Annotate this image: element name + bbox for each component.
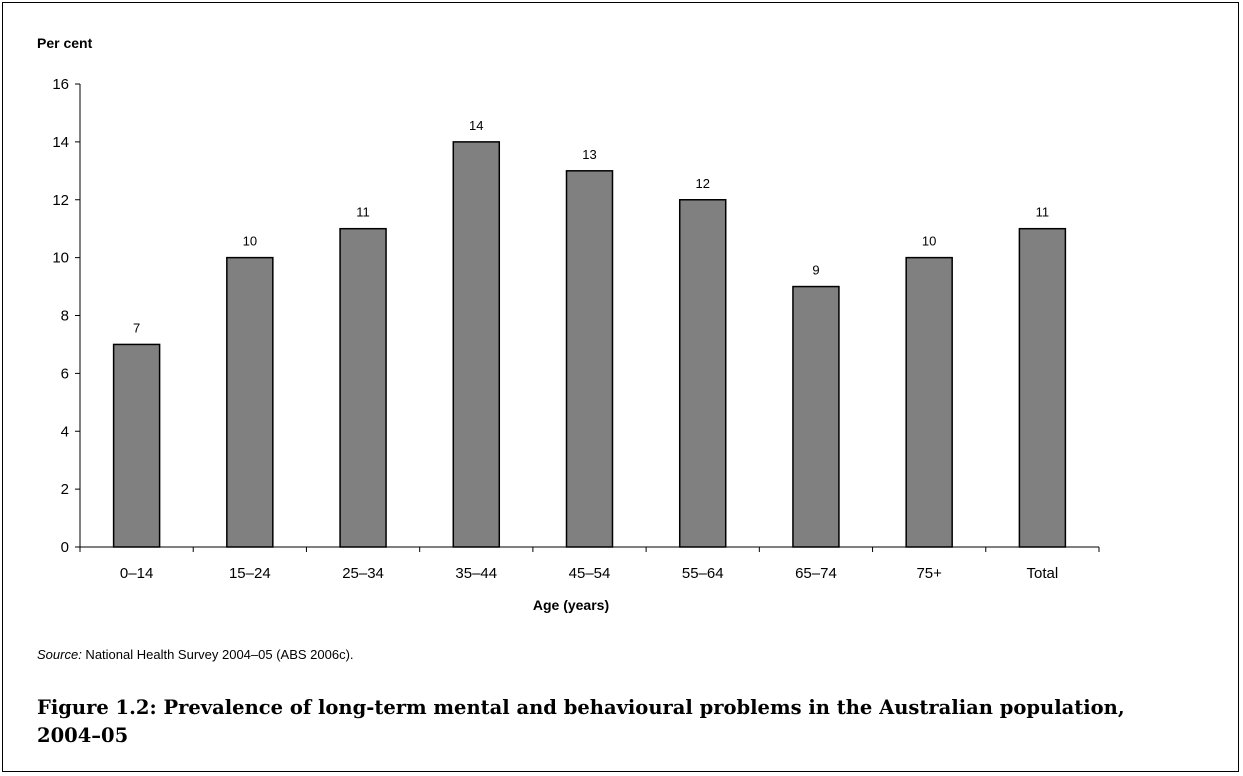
- x-tick-label: 75+: [916, 565, 942, 582]
- x-tick-label: 25–34: [342, 565, 384, 582]
- bar: [1018, 227, 1067, 548]
- bar: [112, 343, 161, 548]
- y-tick-label: 12: [52, 192, 69, 209]
- bar: [226, 256, 274, 548]
- data-label: 14: [469, 118, 483, 133]
- x-tick-label: 45–54: [569, 565, 611, 582]
- data-label: 7: [133, 320, 140, 335]
- x-tick-label: 0–14: [120, 565, 153, 582]
- source-label: Source:: [37, 647, 82, 662]
- bar: [678, 199, 727, 548]
- x-tick-label: Total: [1027, 565, 1059, 582]
- x-tick-label: 65–74: [795, 565, 837, 582]
- data-label: 10: [922, 234, 936, 249]
- y-tick-label: 2: [61, 481, 69, 498]
- y-tick-label: 8: [61, 308, 69, 325]
- chart-axes: 0 2 4 6 8 10 12 14 16 0–14 15–24 25–34 35–44 45–54 55–…: [52, 76, 1100, 582]
- data-label: 9: [812, 263, 819, 278]
- x-tick-label: 55–64: [682, 565, 724, 582]
- bar: [339, 227, 387, 548]
- chart-data-labels: 7 10 11 14 13 12 9 10 11: [133, 118, 1049, 336]
- data-label: 11: [356, 205, 370, 220]
- data-label: 11: [1036, 205, 1050, 220]
- bar-chart: Per cent 0 2 4 6 8 10 12 14 16 0–14 15–24 25–34 35–4…: [37, 35, 1100, 613]
- x-axis-label: Age (years): [533, 597, 609, 613]
- y-tick-label: 4: [61, 423, 69, 440]
- source-text: National Health Survey 2004–05 (ABS 2006…: [81, 647, 354, 662]
- y-tick-label: 16: [52, 76, 69, 93]
- bar: [565, 170, 614, 548]
- source-note: Source: National Health Survey 2004–05 (…: [37, 647, 354, 662]
- x-tick-label: 35–44: [455, 565, 497, 582]
- chart-bars: [112, 141, 1067, 548]
- y-tick-label: 14: [52, 134, 69, 151]
- x-tick-label: 15–24: [229, 565, 271, 582]
- data-label: 10: [243, 234, 257, 249]
- y-tick-label: 0: [61, 539, 69, 556]
- figure-caption: Figure 1.2: Prevalence of long-term ment…: [37, 696, 1125, 747]
- data-label: 12: [695, 176, 709, 191]
- y-tick-label: 6: [61, 365, 69, 382]
- bar: [905, 256, 953, 548]
- y-tick-label: 10: [52, 250, 69, 267]
- data-label: 13: [582, 147, 596, 162]
- y-axis-label: Per cent: [37, 35, 93, 51]
- bar: [452, 141, 501, 548]
- bar: [792, 285, 840, 548]
